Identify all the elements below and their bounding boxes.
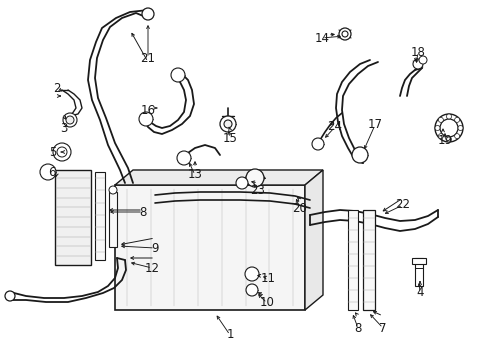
Text: 22: 22 xyxy=(395,198,409,211)
Circle shape xyxy=(418,56,426,64)
Bar xyxy=(411,258,425,264)
Circle shape xyxy=(63,113,77,127)
Text: 8: 8 xyxy=(139,206,146,219)
Text: 11: 11 xyxy=(260,271,275,284)
Bar xyxy=(347,210,357,310)
Text: 5: 5 xyxy=(49,145,57,158)
Circle shape xyxy=(220,116,236,132)
Circle shape xyxy=(57,147,67,157)
Circle shape xyxy=(236,177,247,189)
Circle shape xyxy=(245,284,258,296)
Bar xyxy=(109,192,117,247)
Circle shape xyxy=(457,126,462,130)
Bar xyxy=(115,185,305,310)
Text: 19: 19 xyxy=(437,134,451,147)
Circle shape xyxy=(412,59,422,69)
Text: 14: 14 xyxy=(314,31,329,45)
Bar xyxy=(362,210,374,310)
Bar xyxy=(414,258,422,286)
Circle shape xyxy=(66,116,74,124)
Circle shape xyxy=(224,120,231,128)
Circle shape xyxy=(446,137,450,142)
Circle shape xyxy=(439,119,457,137)
Text: 12: 12 xyxy=(144,261,159,274)
Circle shape xyxy=(341,31,347,37)
Bar xyxy=(95,172,105,260)
Circle shape xyxy=(454,134,459,139)
Circle shape xyxy=(245,169,264,187)
Circle shape xyxy=(338,28,350,40)
Polygon shape xyxy=(115,170,323,185)
Text: 4: 4 xyxy=(415,287,423,300)
Circle shape xyxy=(40,164,56,180)
Circle shape xyxy=(109,186,117,194)
Circle shape xyxy=(434,126,439,130)
Circle shape xyxy=(53,143,71,161)
Polygon shape xyxy=(305,170,323,310)
Text: 20: 20 xyxy=(292,202,307,215)
Text: 10: 10 xyxy=(259,297,274,310)
Circle shape xyxy=(244,267,259,281)
Text: 23: 23 xyxy=(250,184,265,197)
Circle shape xyxy=(311,138,324,150)
Circle shape xyxy=(437,134,443,139)
Circle shape xyxy=(5,291,15,301)
Text: 9: 9 xyxy=(151,242,159,255)
Circle shape xyxy=(177,151,191,165)
Circle shape xyxy=(446,114,450,119)
Circle shape xyxy=(434,114,462,142)
Circle shape xyxy=(454,117,459,122)
Text: 8: 8 xyxy=(354,321,361,334)
Bar xyxy=(55,170,91,265)
Text: 3: 3 xyxy=(60,122,67,135)
Text: 16: 16 xyxy=(140,104,155,117)
Text: 17: 17 xyxy=(367,118,382,131)
Text: 6: 6 xyxy=(48,166,56,180)
Text: 21: 21 xyxy=(140,51,155,64)
Circle shape xyxy=(142,8,154,20)
Text: 15: 15 xyxy=(222,131,237,144)
Text: 7: 7 xyxy=(379,321,386,334)
Circle shape xyxy=(171,68,184,82)
Circle shape xyxy=(437,117,443,122)
Circle shape xyxy=(139,112,153,126)
Text: 13: 13 xyxy=(187,168,202,181)
Text: 18: 18 xyxy=(410,45,425,58)
Text: 24: 24 xyxy=(327,121,342,134)
Circle shape xyxy=(351,147,367,163)
Text: 2: 2 xyxy=(53,81,61,94)
Text: 1: 1 xyxy=(226,328,233,342)
